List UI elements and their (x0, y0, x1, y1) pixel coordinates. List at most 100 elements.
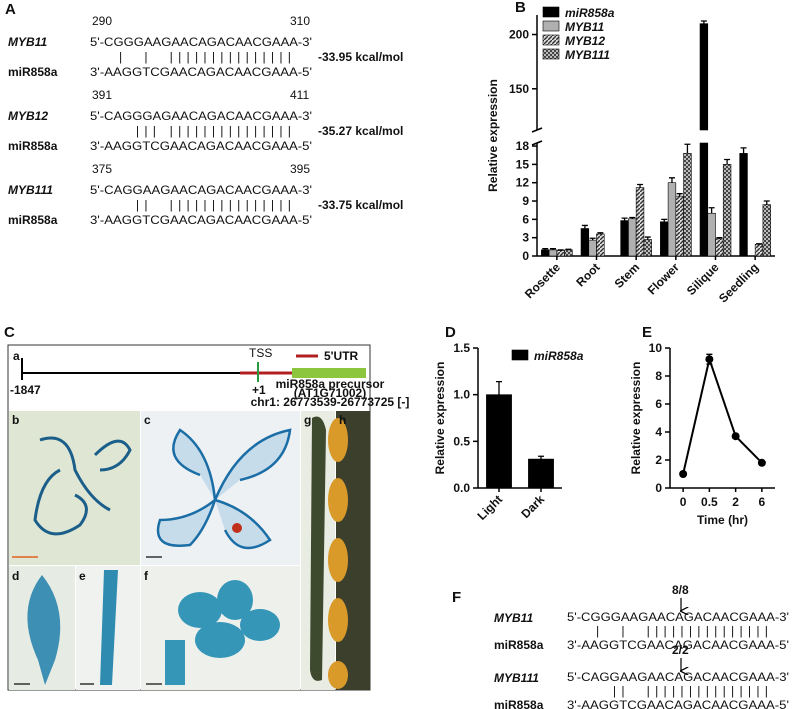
position-start: 375 (92, 162, 112, 176)
x-tick-label: Dark (518, 492, 547, 521)
gene-name: MYB111 (8, 183, 53, 197)
pairing: | | ||||||||||||||| (117, 51, 293, 65)
bar (628, 218, 637, 257)
y-tick-label: 4 (655, 425, 662, 439)
x-tick-label: Rosette (522, 260, 563, 301)
bar (643, 239, 652, 257)
legend-label: miR858a (534, 349, 584, 363)
y-axis-label: Relative expression (486, 79, 500, 192)
panel-label: A (5, 1, 16, 18)
bar (739, 153, 748, 257)
mirna-name: miR858a (8, 213, 58, 227)
legend-label: MYB111 (565, 48, 610, 62)
precursor-text: miR858a precursor (276, 377, 385, 391)
target-seq: 5'-CGGGAAGAACAGACAACGAAA-3' (90, 35, 312, 49)
panel-label: F (452, 589, 461, 606)
error-bar (756, 243, 763, 245)
bar (541, 249, 550, 257)
mirna-name: miR858a (8, 139, 58, 153)
stem-e (100, 570, 118, 685)
error-bar (708, 207, 715, 214)
bar (580, 228, 590, 257)
bar (596, 233, 605, 257)
y-tick-label: 0 (655, 481, 662, 495)
y-tick-label: 1.5 (453, 341, 470, 355)
error-bar (740, 147, 747, 154)
x-tick-label: Root (573, 260, 602, 289)
target-seq: 5'-CAGGGAGAACAGACAACGAAA-3' (90, 109, 312, 123)
y-tick-label: 18 (516, 139, 530, 153)
error-bar (668, 177, 675, 183)
error-bar (581, 224, 588, 229)
target-seq: 5'-CGGGAAGAACAGACAACGAAA-3' (567, 610, 789, 624)
y-tick-label: 12 (516, 176, 530, 190)
panel-label: D (445, 324, 456, 341)
legend-swatch (542, 48, 560, 60)
axis-break (531, 127, 543, 146)
error-bar (557, 249, 564, 251)
y-tick-label: 1.0 (453, 388, 470, 402)
cleavage-count: 2/2 (672, 643, 689, 657)
bar (675, 195, 684, 257)
x-tick-label: 6 (759, 495, 766, 509)
bar (588, 239, 597, 257)
x-tick-label: 0 (680, 495, 687, 509)
x-tick-label: Flower (645, 260, 682, 297)
legend-swatch (542, 6, 560, 18)
photo-b (9, 411, 140, 565)
plus-one: +1 (252, 383, 266, 397)
x-tick-label: Silique (684, 260, 722, 298)
error-bar (589, 237, 596, 241)
bar (683, 153, 692, 257)
bar (548, 249, 558, 257)
free-energy: -33.75 kcal/mol (318, 198, 403, 212)
mirna-seq: 3'-AAGGTCGAACAGACAACGAAA-5' (90, 139, 312, 153)
legend-label: miR858a (565, 6, 615, 20)
error-bar (716, 237, 723, 239)
bar (635, 187, 645, 257)
error-bar (621, 217, 628, 221)
y-tick-label: 9 (522, 194, 529, 208)
seedling-c (156, 428, 292, 550)
gene-name: MYB11 (494, 611, 533, 625)
x-tick-label: 2 (732, 495, 739, 509)
photo-label: c (144, 413, 151, 427)
error-bar (597, 232, 604, 235)
error-bar (637, 183, 644, 188)
legend-swatch (511, 349, 529, 361)
photo-group (7, 344, 371, 691)
bar (762, 204, 771, 257)
precursor-text: (AT1G71002) (294, 386, 366, 400)
y-tick-label: 3 (522, 231, 529, 245)
panel-label: B (515, 0, 526, 16)
error-bar (629, 216, 636, 219)
x-tick-label: 0.5 (701, 495, 718, 509)
bar (715, 238, 724, 257)
y-tick-label: 15 (516, 157, 530, 171)
gene-name: MYB12 (8, 109, 48, 123)
pairing: ||| ||||||||||||||| (117, 125, 293, 139)
point (757, 458, 766, 467)
mirna-name: miR858a (8, 65, 58, 79)
free-energy: -33.95 kcal/mol (318, 50, 403, 64)
silique-g (310, 416, 326, 681)
leaf-d (27, 575, 61, 685)
seedling-b (33, 436, 132, 536)
mirna-seq: 3'-AAGGTCGAACAGACAACGAAA-5' (567, 698, 789, 709)
photo-label: f (144, 569, 149, 583)
bar (620, 220, 629, 257)
panel-label: E (642, 324, 652, 341)
target-seq: 5'-CAGGAAGAACAGACAACGAAA-3' (567, 670, 789, 684)
point (679, 470, 688, 478)
y-tick-label: 150 (509, 82, 529, 96)
error-bar (661, 218, 668, 222)
position-end: 411 (290, 88, 309, 102)
bar (556, 250, 565, 257)
y-tick-label: 2 (655, 453, 662, 467)
mirna-name: miR858a (494, 698, 544, 709)
photo-label: d (12, 569, 19, 583)
line (682, 355, 763, 475)
legend-label: MYB11 (565, 20, 604, 34)
x-tick-label: Stem (612, 260, 643, 291)
